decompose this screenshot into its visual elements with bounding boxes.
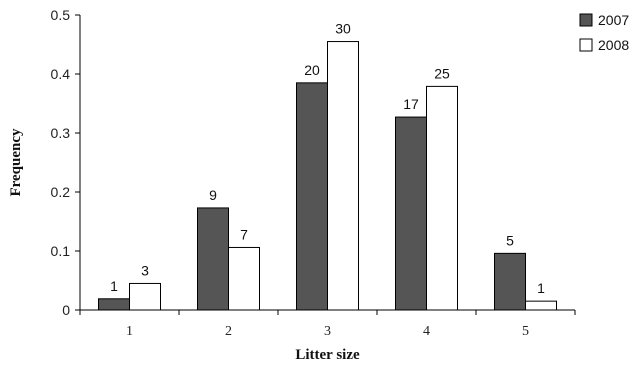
data-label: 30	[335, 21, 351, 37]
bars	[98, 41, 557, 311]
y-tick-label: 0	[62, 302, 70, 318]
x-tick-label: 1	[126, 324, 133, 339]
x-tick-label: 3	[324, 324, 331, 339]
bar-2008-2	[228, 246, 260, 311]
data-label: 9	[209, 187, 217, 203]
data-label: 25	[434, 65, 450, 81]
y-tick-label: 0.5	[51, 7, 71, 23]
bar-2008-3	[327, 41, 359, 311]
legend-label: 2007	[598, 12, 629, 28]
x-tick-label: 5	[522, 324, 529, 339]
data-label: 3	[141, 262, 149, 278]
bar-2007-3	[296, 82, 328, 311]
data-label: 1	[537, 280, 545, 296]
data-label: 5	[506, 232, 514, 248]
legend-swatch-2007	[579, 13, 593, 27]
x-tick-label: 4	[423, 324, 430, 339]
legend-label: 2008	[598, 37, 629, 53]
axes: 0 0.1 0.2 0.3 0.4 0.5 1 2 3 4 5	[51, 7, 576, 339]
bar-2007-2	[197, 207, 229, 311]
data-labels: 1 9 20 17 5 3 7 30 25 1	[110, 21, 545, 297]
data-label: 20	[304, 62, 320, 78]
legend: 2007 2008	[579, 12, 629, 53]
y-axis-title: Frequency	[8, 128, 24, 197]
bar-2008-5	[525, 300, 557, 311]
y-tick-label: 0.2	[51, 184, 71, 200]
bar-2007-4	[395, 116, 427, 311]
bar-2008-1	[129, 282, 161, 311]
bar-2008-4	[426, 85, 458, 311]
x-tick-label: 2	[225, 324, 232, 339]
x-axis-title: Litter size	[295, 347, 360, 363]
legend-swatch-2008	[579, 38, 593, 52]
data-label: 1	[110, 278, 118, 294]
data-label: 17	[403, 96, 419, 112]
y-tick-label: 0.1	[51, 243, 71, 259]
y-tick-label: 0.3	[51, 125, 71, 141]
data-label: 7	[240, 226, 248, 242]
bar-2007-1	[98, 298, 130, 311]
y-tick-label: 0.4	[51, 66, 71, 82]
bar-2007-5	[494, 252, 526, 311]
